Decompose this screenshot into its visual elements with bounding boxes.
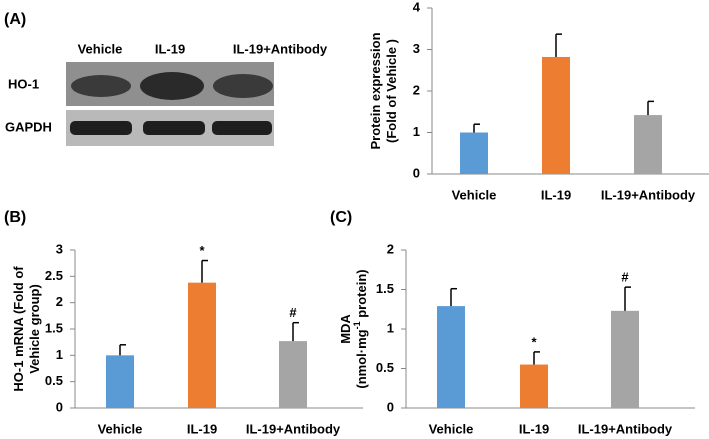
y-tick-label: 0.5 <box>376 360 394 375</box>
panel-label: (C) <box>330 209 352 226</box>
y-tick-label: 3 <box>56 241 63 256</box>
annotation: * <box>531 334 537 349</box>
y-tick-label: 0.5 <box>45 373 63 388</box>
bar <box>437 306 465 408</box>
y-axis-label-part: -1 <box>352 321 362 329</box>
y-axis-label-part: (nmol·mg <box>354 329 369 388</box>
bar <box>279 341 307 408</box>
annotation: * <box>199 243 205 258</box>
y-axis-label-line: HO-1 mRNA (Fold of <box>11 266 26 392</box>
x-tick-label: IL-19 <box>519 421 549 436</box>
y-tick-label: 1 <box>413 124 420 139</box>
y-tick-label: 0 <box>413 165 420 180</box>
bar <box>634 115 662 174</box>
blot-image <box>66 62 274 146</box>
y-axis-label-line: (Fold of Vehicle ) <box>384 39 399 143</box>
y-axis-label-line: MDA <box>338 314 353 344</box>
y-axis-label: HO-1 mRNA (Fold ofVehicle group) <box>11 266 42 392</box>
y-tick-label: 4 <box>413 0 421 14</box>
bar <box>542 56 570 174</box>
y-axis-label-part: protein) <box>354 269 369 321</box>
annotation: # <box>621 270 629 285</box>
y-tick-label: 1 <box>56 347 63 362</box>
y-tick-label: 1.5 <box>376 281 394 296</box>
x-tick-label: Vehicle <box>98 421 143 436</box>
y-tick-label: 0 <box>56 399 63 414</box>
y-tick-label: 1.5 <box>45 320 63 335</box>
y-axis-label: Protein expression(Fold of Vehicle ) <box>368 32 399 149</box>
row-label: HO-1 <box>8 76 39 91</box>
y-axis-label-line: Protein expression <box>368 32 383 149</box>
lane-label: IL-19 <box>155 41 185 56</box>
y-axis-label: MDA(nmol·mg-1 protein) <box>338 269 369 388</box>
bar <box>188 282 216 408</box>
panel-label: (B) <box>4 209 26 226</box>
y-tick-label: 2 <box>413 82 420 97</box>
bar <box>460 132 488 174</box>
row-label: GAPDH <box>5 119 52 134</box>
panel-label: (A) <box>4 11 26 28</box>
x-tick-label: Vehicle <box>429 421 474 436</box>
y-tick-label: 2 <box>387 241 394 256</box>
x-tick-label: IL-19+Antibody <box>578 421 673 436</box>
lane-label: Vehicle <box>78 41 123 56</box>
x-tick-label: IL-19 <box>187 421 217 436</box>
x-tick-label: IL-19 <box>541 187 571 202</box>
annotation: # <box>289 305 297 320</box>
bar <box>106 355 134 408</box>
y-tick-label: 3 <box>413 41 420 56</box>
lane-label: IL-19+Antibody <box>233 41 328 56</box>
y-tick-label: 2.5 <box>45 268 63 283</box>
y-axis-label-line: Vehicle group) <box>27 284 42 374</box>
bar <box>611 310 639 408</box>
y-tick-label: 0 <box>387 399 394 414</box>
y-tick-label: 1 <box>387 320 394 335</box>
y-tick-label: 2 <box>56 294 63 309</box>
x-tick-label: Vehicle <box>452 187 497 202</box>
x-tick-label: IL-19+Antibody <box>246 421 341 436</box>
x-tick-label: IL-19+Antibody <box>601 187 696 202</box>
bar <box>520 364 548 408</box>
